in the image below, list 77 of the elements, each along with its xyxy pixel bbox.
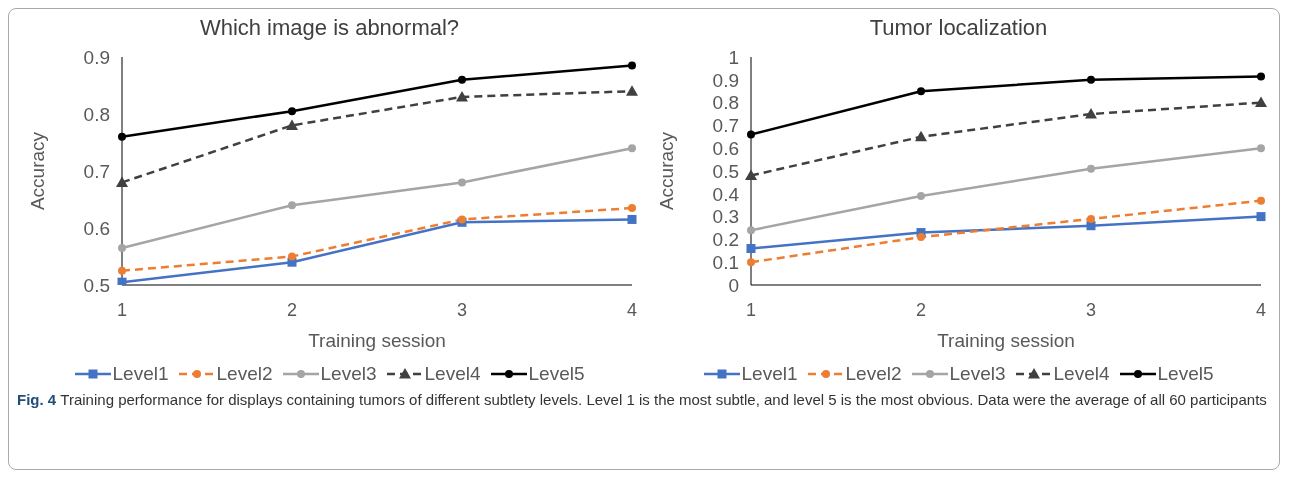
- point: [917, 87, 925, 96]
- point: [1087, 214, 1095, 223]
- chart-title: Tumor localization: [868, 14, 1049, 42]
- y-tick-label: 0.3: [712, 206, 739, 228]
- x-tick-label: 1: [116, 299, 128, 320]
- legend-label: Level1: [741, 363, 798, 385]
- y-tick-label: 0.5: [83, 274, 110, 296]
- point: [288, 201, 296, 210]
- point: [1087, 75, 1095, 84]
- point: [118, 132, 126, 141]
- point: [286, 119, 298, 130]
- point: [458, 75, 466, 84]
- x-tick-label: 2: [286, 299, 298, 320]
- legend-label: Level2: [216, 363, 273, 385]
- x-tick-label: 1: [745, 299, 757, 320]
- point: [1257, 72, 1265, 81]
- y-tick-label: 0.7: [712, 115, 739, 137]
- legend-label: Level3: [320, 363, 377, 385]
- point: [917, 192, 925, 201]
- legend-label: Level1: [112, 363, 169, 385]
- legend-label: Level3: [949, 363, 1006, 385]
- x-axis-title: Training session: [937, 330, 1075, 351]
- legend-label: Level5: [528, 363, 585, 385]
- point: [626, 85, 638, 96]
- y-tick-label: 0.4: [712, 183, 740, 205]
- legend-label: Level2: [845, 363, 902, 385]
- point: [458, 178, 466, 187]
- point: [1087, 164, 1095, 173]
- point: [1256, 212, 1266, 222]
- point: [628, 144, 636, 153]
- chart-title: Which image is abnormal?: [198, 14, 461, 42]
- x-axis-title: Training session: [308, 330, 446, 351]
- x-tick-label: 4: [626, 299, 638, 320]
- point: [288, 252, 296, 261]
- point: [116, 176, 128, 187]
- y-tick-label: 0.7: [83, 160, 110, 182]
- caption: Fig. 4: [17, 391, 57, 408]
- point: [915, 130, 927, 142]
- point: [1257, 144, 1265, 153]
- point: [118, 243, 126, 252]
- point: [747, 130, 755, 139]
- text: Training performance for displays containing tumors of different subtlety levels. Level 1 is the most subtle, and level 5 is the most obvious. Data were the average of all 60 participants: [60, 391, 1267, 408]
- legend-label: Level4: [424, 363, 481, 385]
- y-tick-label: 0.6: [712, 137, 739, 159]
- y-tick-label: 0: [728, 274, 739, 296]
- legend-label: Level4: [1053, 363, 1110, 385]
- x-tick-label: 3: [456, 299, 468, 320]
- y-tick-label: 0.6: [83, 217, 110, 239]
- point: [747, 258, 755, 267]
- point: [628, 204, 636, 213]
- x-tick-label: 4: [1255, 299, 1267, 320]
- point: [1085, 108, 1097, 119]
- y-tick-label: 0.9: [712, 69, 739, 91]
- point: [627, 214, 637, 224]
- y-tick-label: 0.2: [712, 229, 739, 251]
- y-tick-label: 0.5: [712, 160, 739, 182]
- point: [117, 277, 127, 285]
- point: [628, 61, 636, 70]
- point: [745, 169, 757, 181]
- point: [288, 107, 296, 116]
- y-tick-label: 0.1: [712, 251, 739, 273]
- x-tick-label: 3: [1085, 299, 1097, 320]
- point: [917, 233, 925, 242]
- legend-label: Level5: [1157, 363, 1214, 385]
- x-tick-label: 2: [915, 299, 927, 320]
- point: [747, 226, 755, 235]
- y-axis-title: Accuracy: [26, 131, 48, 211]
- point: [118, 266, 126, 275]
- y-axis-title: Accuracy: [655, 131, 677, 211]
- y-tick-label: 0.8: [712, 92, 739, 114]
- point: [1257, 196, 1265, 205]
- point: [456, 90, 468, 102]
- point: [746, 244, 756, 254]
- point: [1255, 96, 1267, 108]
- y-tick-label: 0.9: [83, 46, 110, 68]
- y-tick-label: 0.8: [83, 103, 110, 125]
- y-tick-label: 1: [728, 46, 739, 68]
